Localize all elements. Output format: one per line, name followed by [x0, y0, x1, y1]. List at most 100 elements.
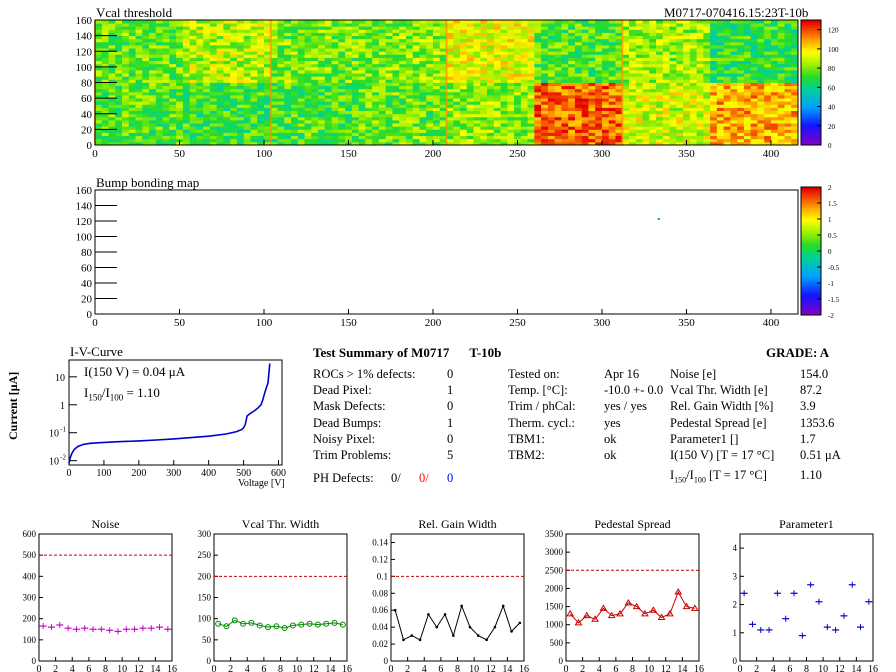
data-point [164, 626, 172, 633]
data-point [314, 621, 321, 628]
y-tick-label: 150 [198, 593, 212, 603]
summary-row: Pedestal Spread [e] 1353.6 [670, 415, 860, 431]
palette-tick-label: 0 [828, 248, 832, 256]
summary-row: Rel. Gain Width [%] 3.9 [670, 398, 860, 414]
palette-tick-label: 0 [828, 142, 832, 150]
data-point [147, 625, 155, 632]
defects-table: ROCs > 1% defects: 0 Dead Pixel: 1 Mask Defe… [313, 366, 467, 463]
summary-value: yes [604, 415, 621, 430]
x-tick-label: 12 [835, 664, 845, 672]
x-tick-label: 200 [425, 148, 442, 160]
data-point [840, 612, 848, 619]
data-point [427, 613, 430, 616]
data-point [339, 621, 346, 628]
palette-tick-label: 0.5 [828, 232, 837, 240]
module-id-label: M0717-070416.15:23T-10b [664, 5, 809, 20]
x-tick-label: 0 [212, 664, 217, 672]
y-tick-label: 60 [81, 263, 93, 275]
iv-x-tick-label: 400 [201, 468, 216, 479]
x-tick-label: 12 [661, 664, 671, 672]
y-tick-label: 600 [23, 529, 37, 539]
data-point [574, 618, 583, 626]
y-tick-label: 120 [76, 216, 93, 228]
data-point [624, 598, 633, 606]
iv-y-tick-label: 1 [60, 401, 65, 412]
summary-label: Therm. cycl.: [508, 415, 575, 430]
x-tick-label: 6 [86, 664, 91, 672]
series-line [394, 604, 521, 641]
summary-label: Noisy Pixel: [313, 431, 376, 446]
x-tick-label: 6 [787, 664, 792, 672]
summary-row: ROCs > 1% defects: 0 [313, 366, 467, 382]
x-tick-label: 4 [70, 664, 75, 672]
y-tick-label: 0 [87, 309, 93, 321]
palette-tick-label: 20 [828, 123, 836, 131]
y-tick-label: 40 [81, 109, 93, 121]
x-tick-label: 50 [174, 317, 186, 329]
summary-row: TBM2: ok [508, 447, 664, 463]
small-plot-title: Parameter1 [779, 517, 834, 531]
small-plot-title: Vcal Thr. Width [242, 517, 319, 531]
small-plot-title: Pedestal Spread [594, 517, 670, 531]
y-tick-label: 1500 [545, 602, 564, 612]
summary-value: 1 [447, 415, 454, 430]
vcal-map-title: Vcal threshold [96, 5, 173, 20]
summary-label: Mask Defects: [313, 399, 386, 414]
y-tick-label: 3 [733, 571, 738, 581]
x-tick-label: 16 [342, 664, 352, 672]
y-tick-label: 1000 [545, 620, 564, 630]
conditions-table: Tested on: Apr 16 Temp. [°C]: -10.0 +- 0.0 T… [508, 366, 664, 463]
y-tick-label: 40 [81, 278, 93, 290]
iv-y-tick-label: 10 [55, 373, 65, 384]
data-point [773, 590, 781, 597]
x-tick-label: 0 [564, 664, 569, 672]
summary-value: 1353.6 [800, 415, 835, 430]
y-tick-label: 0.04 [372, 622, 388, 632]
data-point [657, 613, 666, 620]
x-tick-label: 12 [309, 664, 319, 672]
data-point [231, 617, 238, 624]
data-point [616, 609, 624, 617]
iv-y-tick-exponent: -1 [60, 426, 66, 434]
x-tick-label: 12 [134, 664, 144, 672]
y-tick-label: 160 [76, 185, 93, 197]
data-point [582, 611, 591, 619]
y-tick-label: 200 [23, 614, 37, 624]
data-point [306, 620, 313, 627]
summary-label: Tested on: [508, 367, 560, 381]
y-tick-label: 0.1 [377, 571, 388, 581]
x-tick-label: 14 [150, 664, 160, 672]
plot-pedestal-spread: Pedestal Spread 0 2 4 6 8 10 12 14 16 0 500 1000 1500… [545, 517, 704, 672]
summary-value: 5 [447, 448, 454, 463]
data-point [393, 608, 397, 612]
x-tick-label: 250 [509, 148, 526, 160]
data-point [256, 622, 263, 629]
data-point [139, 625, 147, 632]
palette-tick-label: 100 [828, 46, 839, 54]
ratio-row: I150/I100 [T = 17 °C] 1.10 [670, 468, 822, 485]
summary-row: Temp. [°C]: -10.0 +- 0.0 [508, 382, 664, 398]
summary-row: Trim / phCal: yes / yes [508, 398, 664, 414]
data-point [215, 620, 222, 627]
data-point [782, 615, 790, 622]
y-tick-label: 0 [32, 656, 37, 666]
data-point [740, 590, 748, 597]
data-point [641, 609, 649, 617]
data-point [501, 604, 505, 608]
x-tick-label: 0 [738, 664, 743, 672]
summary-title: Test Summary of M0717 T-10b [313, 345, 502, 360]
data-point [131, 626, 139, 633]
plot-vcal-thr-width: Vcal Thr. Width 0 2 4 6 8 10 12 14 16 0 50 100 150 200… [198, 517, 353, 672]
palette-tick-label: 60 [828, 84, 836, 92]
bump-defect-point [657, 217, 660, 220]
data-point [89, 626, 97, 633]
y-tick-label: 120 [76, 46, 93, 58]
x-tick-label: 300 [594, 317, 611, 329]
data-point [81, 625, 89, 632]
data-point [832, 626, 840, 633]
data-point [410, 634, 414, 637]
summary-label: Parameter1 [] [670, 431, 739, 446]
summary-value: 1.7 [800, 431, 816, 446]
x-tick-label: 12 [486, 664, 496, 672]
